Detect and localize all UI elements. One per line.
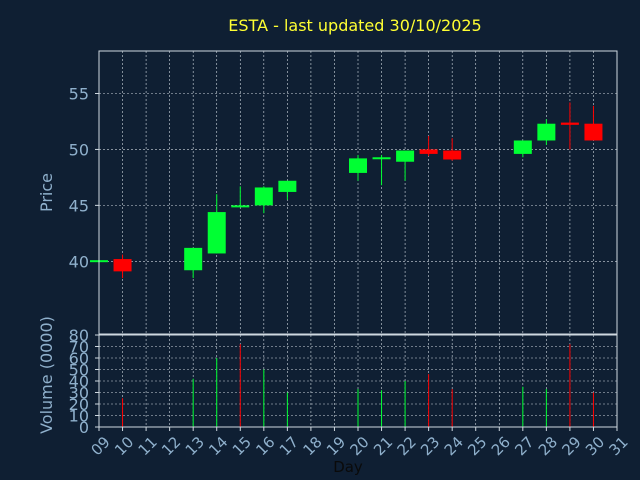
x-tick-label: 26 [488,433,514,459]
x-tick-label: 31 [606,433,632,459]
volume-tick-label: 0 [79,418,89,437]
x-tick-label: 30 [582,433,608,459]
x-axis-label: Day [333,458,363,476]
volume-tick-label: 10 [69,407,89,426]
volume-tick-label: 50 [69,361,89,380]
price-tick-label: 40 [69,252,89,271]
chart-title: ESTA - last updated 30/10/2025 [228,16,481,35]
price-frame [98,50,618,335]
volume-tick-label: 70 [69,338,89,357]
x-tick-label: 28 [535,433,561,459]
candle-body [184,247,203,271]
x-tick-label: 11 [135,433,161,459]
price-panel: 40 45 50 55 [69,50,618,335]
x-tick-label: 20 [347,433,373,459]
volume-tick-label: 30 [69,384,89,403]
x-tick-label: 09 [88,433,114,459]
candle-body [278,180,297,192]
volume-tick-label: 20 [69,395,89,414]
candle-body [443,150,462,160]
x-tick-label: 22 [394,433,420,459]
x-tick-label: 13 [182,433,208,459]
volume-tick-label: 60 [69,349,89,368]
x-tick-label: 10 [111,433,137,459]
price-tick-label: 50 [69,140,89,159]
x-tick-label: 23 [417,433,443,459]
candle-body [396,150,415,162]
x-tick-label: 15 [229,433,255,459]
x-tick-label: 27 [511,433,537,459]
candle-body [419,149,438,154]
x-tick-label: 16 [252,433,278,459]
candle-body [113,259,132,272]
x-tick-label: 17 [276,433,302,459]
price-tick-label: 45 [69,196,89,215]
x-tick-label: 24 [441,433,467,459]
volume-axis-label: Volume (0000) [37,316,56,434]
price-tick-label: 55 [69,85,89,104]
candle-body [231,205,250,208]
candle-body [584,123,603,141]
candle-body [349,158,367,173]
x-tick-label: 12 [158,433,184,459]
candle-body [513,140,532,154]
x-tick-label: 19 [323,433,349,459]
x-tick-label: 18 [299,433,325,459]
volume-panel: 0102030405060708009101112131415161718192… [69,326,632,459]
price-axis-label: Price [37,173,56,212]
x-tick-label: 29 [558,433,584,459]
candle-body [254,187,273,206]
volume-tick-label: 40 [69,372,89,391]
candle-body [560,122,579,125]
candle-body [537,123,556,141]
x-tick-label: 21 [370,433,396,459]
candle-body [207,212,226,254]
volume-tick-label: 80 [69,326,89,345]
candle-body [372,157,391,160]
x-tick-label: 25 [464,433,490,459]
x-tick-label: 14 [205,433,231,459]
